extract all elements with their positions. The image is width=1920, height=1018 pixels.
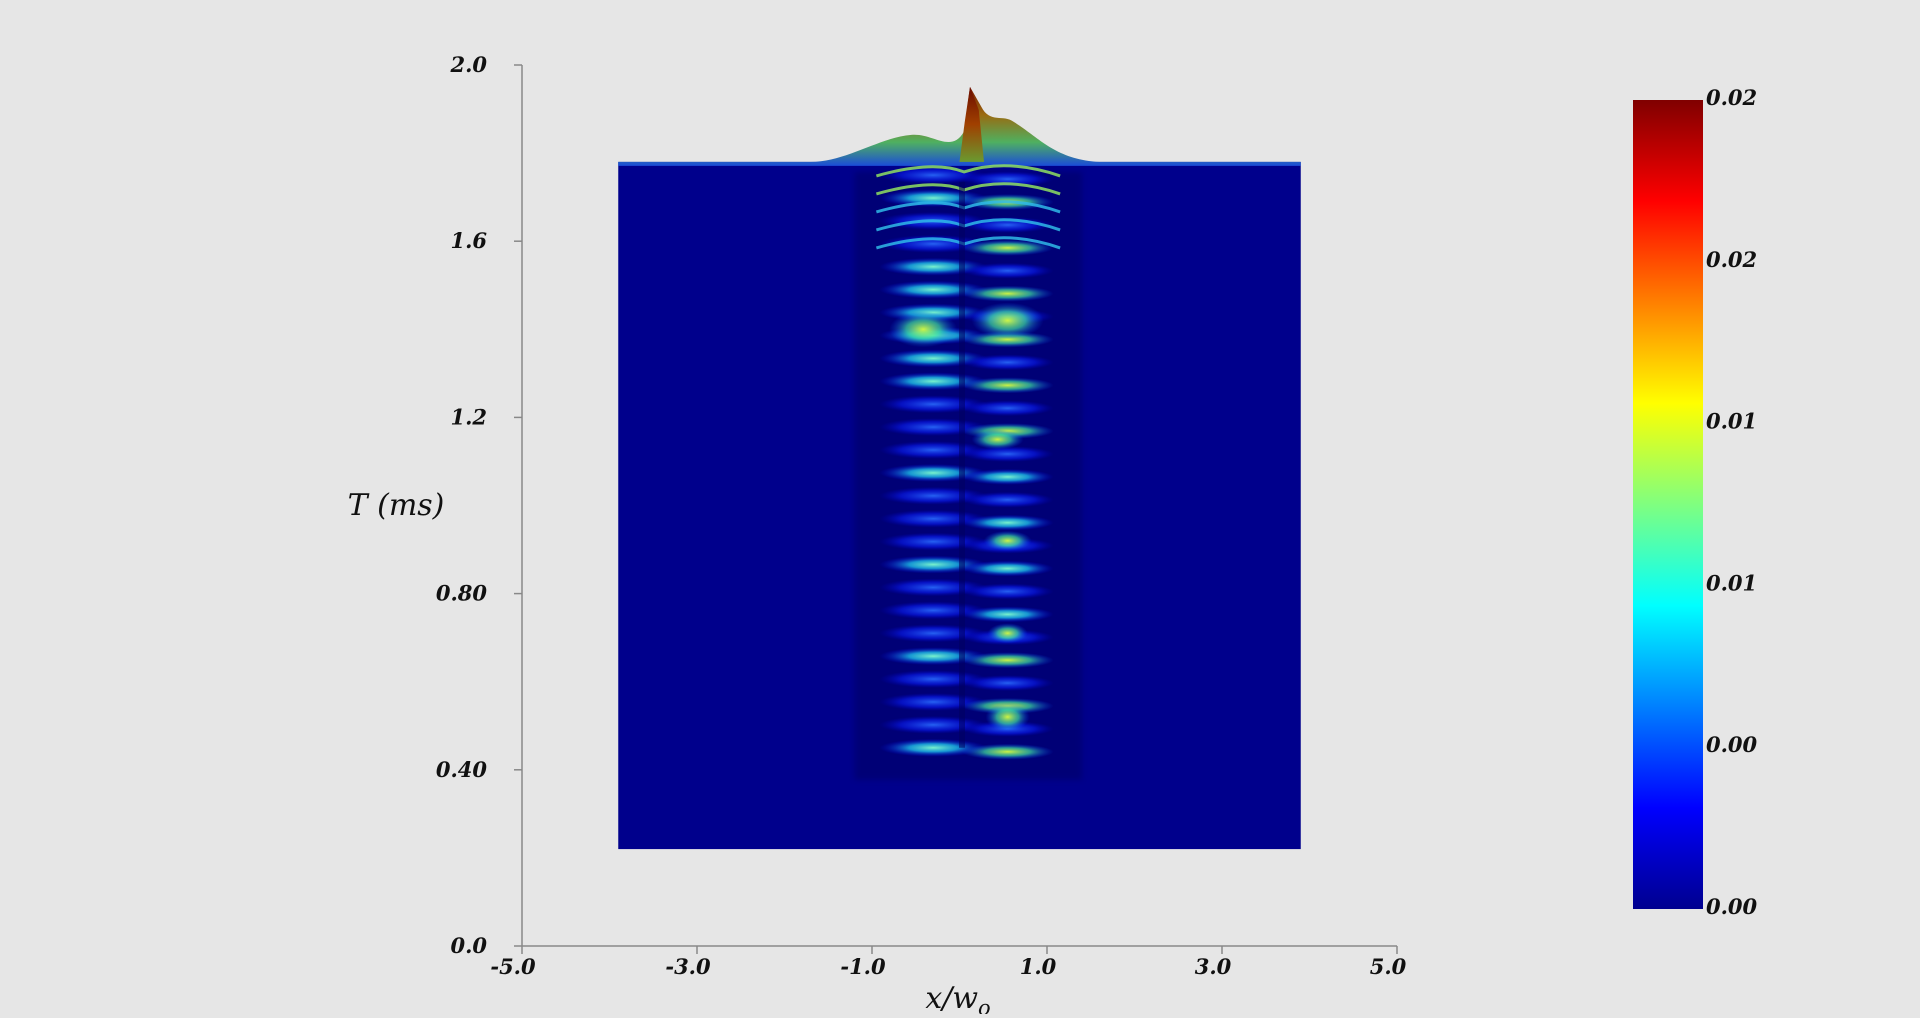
y-tick-label: 1.6: [450, 228, 487, 253]
y-tick-label: 0.40: [436, 757, 488, 782]
colorbar-tick-label: 0.00: [1706, 894, 1758, 919]
colorbar-tick-label: 0.02: [1706, 247, 1757, 272]
field-stripe-right: [961, 606, 1054, 623]
field-stripe-right: [961, 491, 1054, 508]
field-hotspot: [987, 623, 1028, 644]
y-tick-label: 1.2: [450, 404, 487, 429]
field-stripe-right: [961, 239, 1054, 256]
surface-peak: [959, 86, 984, 162]
colorbar: 0.02 0.02 0.01 0.01 0.00 0.00: [1633, 85, 1758, 919]
field-stripe-right: [961, 468, 1054, 485]
y-tick-label: 0.80: [436, 581, 488, 606]
y-tick-label: 2.0: [449, 52, 487, 77]
x-tick-label: -5.0: [490, 954, 536, 979]
x-tick-label: 5.0: [1370, 954, 1407, 979]
colorbar-tick-label: 0.02: [1706, 85, 1757, 110]
x-tick-label: 1.0: [1020, 954, 1057, 979]
field-hotspot: [985, 702, 1030, 731]
surface-field: [618, 86, 1301, 850]
field-stripe-right: [961, 285, 1054, 302]
tick-labels: -5.0 -3.0 -1.0 1.0 3.0 5.0 0.0 0.40 0.80 1.2 1.6 2.…: [348, 52, 1407, 1018]
field-stripe-right: [961, 675, 1054, 692]
colorbar-gradient: [1633, 100, 1703, 909]
field-stripe-right: [961, 743, 1054, 760]
field-stripe-right: [961, 400, 1054, 417]
field-stripe-right: [961, 377, 1054, 394]
y-axis-title: T (ms): [348, 488, 445, 523]
field-stripe-right: [961, 171, 1054, 188]
colorbar-tick-label: 0.01: [1706, 409, 1757, 434]
field-stripe-right: [961, 445, 1054, 462]
colorbar-tick-label: 0.01: [1706, 570, 1757, 595]
field-hotspot: [889, 311, 958, 348]
x-tick-label: -3.0: [665, 954, 711, 979]
x-axis-title-subscript: o: [978, 996, 991, 1014]
field-hotspot: [971, 429, 1024, 450]
x-tick-label: -1.0: [840, 954, 886, 979]
field-stripe-right: [961, 354, 1054, 371]
field-stripe-right: [961, 262, 1054, 279]
field-hotspot: [983, 530, 1032, 551]
x-tick-label: 3.0: [1195, 954, 1232, 979]
field-stripe-right: [961, 583, 1054, 600]
field-stripe-right: [961, 652, 1054, 669]
x-axis-title: x/wo: [925, 981, 990, 1014]
field-hotspot: [971, 302, 1044, 339]
field-stripe-right: [961, 514, 1054, 531]
surface-crest-line: [875, 164, 1061, 178]
field-stripe-right: [961, 331, 1054, 348]
axes-group: [514, 64, 1398, 954]
colorbar-tick-label: 0.00: [1706, 732, 1758, 757]
y-tick-label: 0.0: [450, 933, 487, 958]
field-stripe-right: [961, 560, 1054, 577]
surface-ridge: [618, 86, 1301, 166]
